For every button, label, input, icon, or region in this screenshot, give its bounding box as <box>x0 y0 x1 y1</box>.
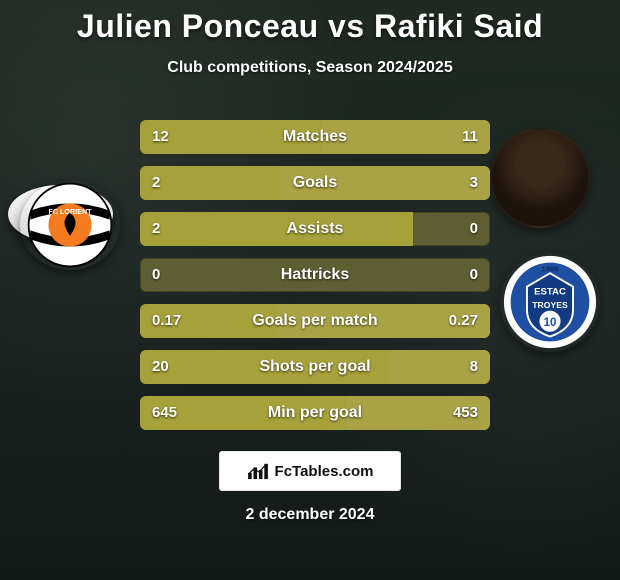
svg-text:1986: 1986 <box>541 264 558 273</box>
svg-text:ESTAC: ESTAC <box>534 286 566 297</box>
stat-bar-left <box>140 396 347 430</box>
lorient-crest-icon: FC LORIENT <box>25 180 115 270</box>
comparison-card: Julien Ponceau vs Rafiki Said Club compe… <box>0 0 620 580</box>
stat-bar-right <box>389 350 491 384</box>
stat-bar-left <box>140 350 389 384</box>
stat-bar-left <box>140 166 280 200</box>
stat-bar-right <box>277 304 491 338</box>
page-subtitle: Club competitions, Season 2024/2025 <box>0 59 620 77</box>
club-crest-left: FC LORIENT <box>20 180 120 270</box>
troyes-crest-icon: 1986 ESTAC TROYES 10 <box>502 254 598 350</box>
stat-row: Shots per goal208 <box>140 350 490 384</box>
stat-row: Assists20 <box>140 212 490 246</box>
stat-row: Min per goal645453 <box>140 396 490 430</box>
stat-bar-right <box>322 120 490 154</box>
footer-date: 2 december 2024 <box>0 506 620 524</box>
bars-icon <box>247 462 269 480</box>
svg-text:TROYES: TROYES <box>532 300 568 310</box>
site-badge: FcTables.com <box>220 452 400 490</box>
stat-row: Hattricks00 <box>140 258 490 292</box>
stat-bar-right <box>280 166 490 200</box>
stats-chart: Matches1211 Goals23 Assists20 Hattricks00 Go… <box>140 120 490 442</box>
player-right-avatar <box>490 128 590 228</box>
svg-text:FC LORIENT: FC LORIENT <box>48 207 92 216</box>
stat-row: Goals23 <box>140 166 490 200</box>
page-title: Julien Ponceau vs Rafiki Said <box>0 0 620 45</box>
stat-bar-left <box>140 120 322 154</box>
stat-bar-left <box>140 212 413 246</box>
stat-row: Goals per match0.170.27 <box>140 304 490 338</box>
stat-bar-left <box>140 304 277 338</box>
site-name: FcTables.com <box>275 463 374 480</box>
club-crest-right: 1986 ESTAC TROYES 10 <box>500 252 600 352</box>
stat-track <box>140 258 490 292</box>
svg-text:10: 10 <box>544 317 557 329</box>
stat-bar-right <box>347 396 491 430</box>
stat-row: Matches1211 <box>140 120 490 154</box>
